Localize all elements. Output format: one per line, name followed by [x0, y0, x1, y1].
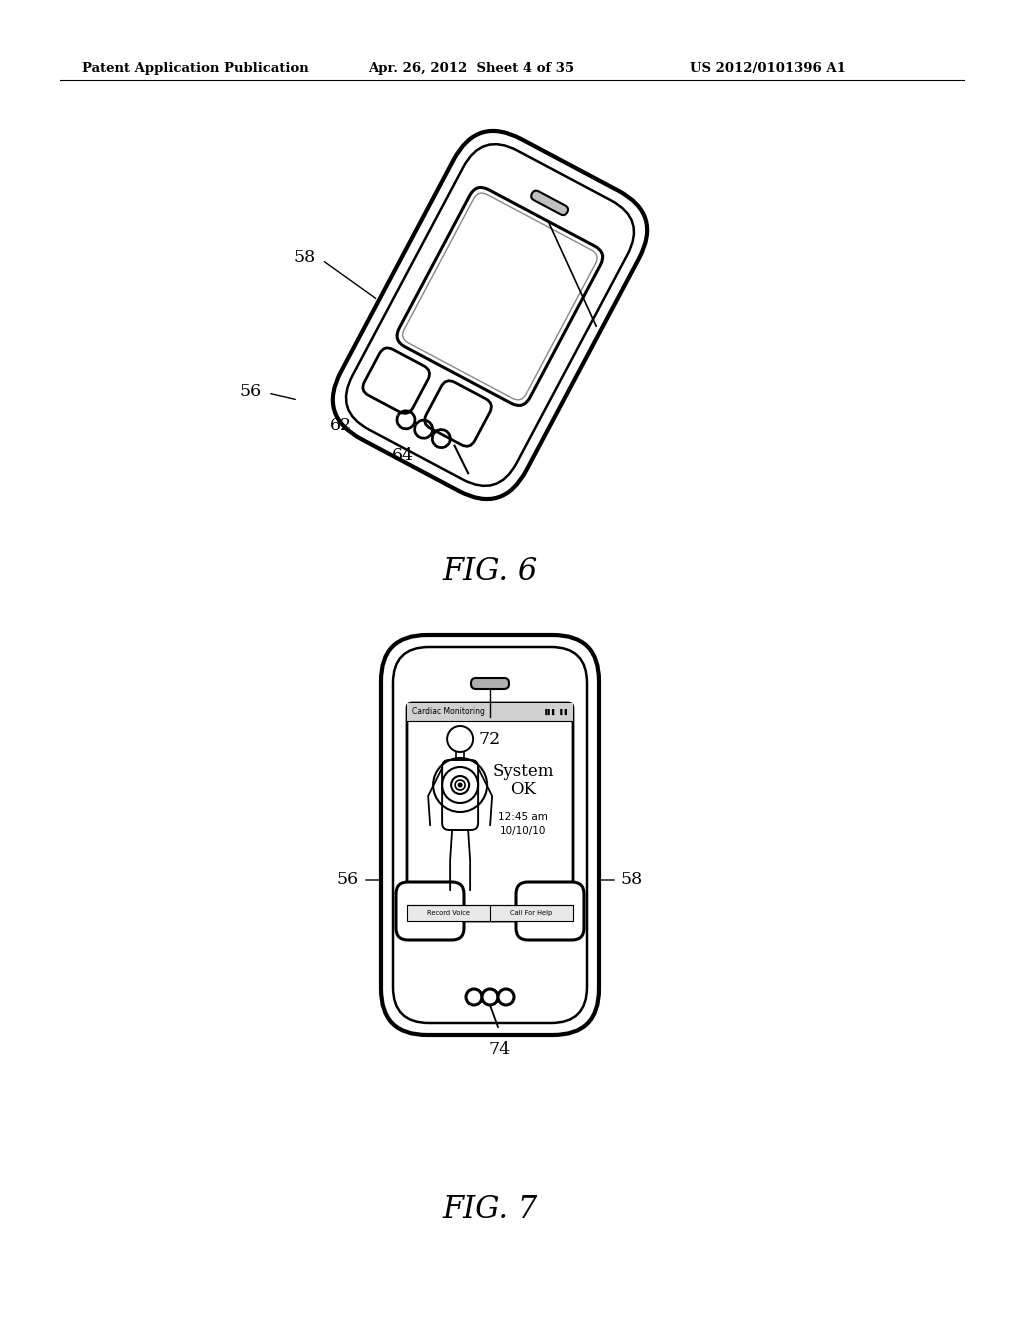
- Text: 62: 62: [330, 417, 352, 433]
- Text: US 2012/0101396 A1: US 2012/0101396 A1: [690, 62, 846, 75]
- Text: Cardiac Monitoring: Cardiac Monitoring: [412, 708, 485, 717]
- FancyBboxPatch shape: [531, 190, 568, 215]
- Circle shape: [498, 989, 514, 1005]
- FancyBboxPatch shape: [407, 704, 573, 921]
- Text: ▐▌▌  ▌▌: ▐▌▌ ▌▌: [543, 709, 569, 715]
- Text: 12:45 am: 12:45 am: [499, 812, 548, 822]
- Text: FIG. 7: FIG. 7: [442, 1195, 538, 1225]
- Text: 72: 72: [479, 731, 501, 748]
- Circle shape: [482, 989, 498, 1005]
- Text: 74: 74: [488, 1041, 511, 1059]
- Circle shape: [466, 989, 482, 1005]
- Circle shape: [447, 726, 473, 752]
- FancyBboxPatch shape: [397, 187, 603, 405]
- Bar: [407, 906, 573, 921]
- Text: Call For Help: Call For Help: [510, 909, 553, 916]
- Text: FIG. 6: FIG. 6: [442, 557, 538, 587]
- Text: Apr. 26, 2012  Sheet 4 of 35: Apr. 26, 2012 Sheet 4 of 35: [368, 62, 574, 75]
- Text: Record Voice: Record Voice: [427, 909, 470, 916]
- FancyBboxPatch shape: [516, 882, 584, 940]
- Text: 56: 56: [337, 871, 359, 888]
- Text: 64: 64: [392, 446, 414, 463]
- FancyBboxPatch shape: [362, 348, 430, 413]
- Bar: [407, 704, 573, 721]
- FancyBboxPatch shape: [402, 193, 597, 400]
- Text: 58: 58: [294, 249, 316, 267]
- FancyBboxPatch shape: [381, 635, 599, 1035]
- Text: 56: 56: [240, 384, 262, 400]
- FancyBboxPatch shape: [346, 144, 634, 486]
- Text: OK: OK: [510, 780, 537, 797]
- Text: System: System: [493, 763, 554, 780]
- FancyBboxPatch shape: [333, 131, 647, 499]
- Text: Patent Application Publication: Patent Application Publication: [82, 62, 309, 75]
- Text: 58: 58: [621, 871, 643, 888]
- FancyBboxPatch shape: [442, 760, 478, 830]
- Circle shape: [455, 780, 465, 789]
- FancyBboxPatch shape: [396, 882, 464, 940]
- Text: 10/10/10: 10/10/10: [500, 826, 547, 836]
- FancyBboxPatch shape: [393, 647, 587, 1023]
- Circle shape: [458, 783, 463, 788]
- FancyBboxPatch shape: [471, 678, 509, 689]
- FancyBboxPatch shape: [425, 380, 492, 446]
